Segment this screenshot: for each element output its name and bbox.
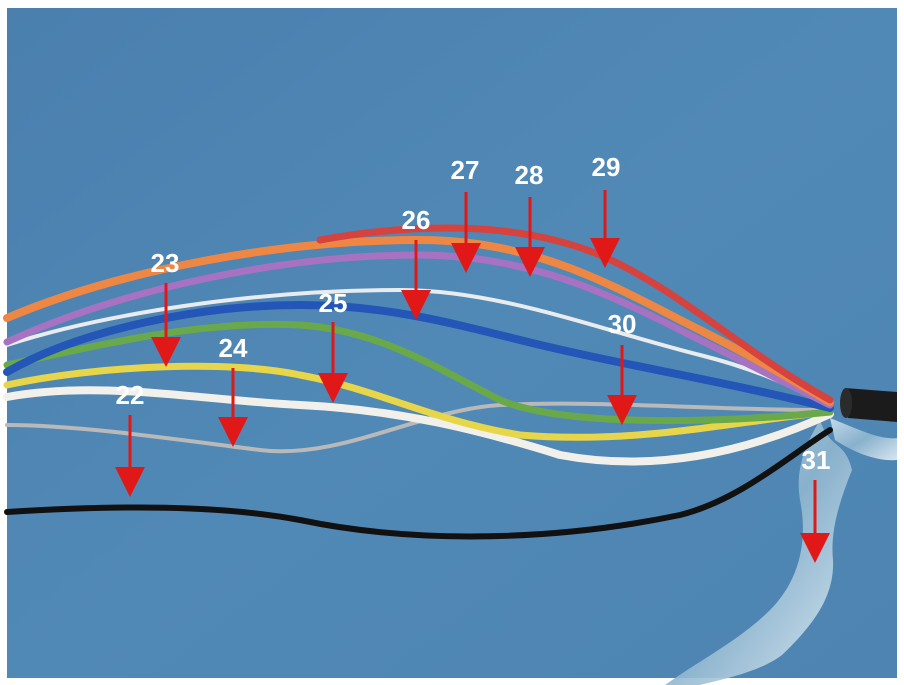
callout-27: 27 bbox=[451, 155, 481, 273]
callout-29-label: 29 bbox=[592, 152, 621, 182]
callout-28: 28 bbox=[515, 160, 545, 277]
callouts: 22 23 24 25 26 27 28 bbox=[115, 152, 831, 563]
callout-22-label: 22 bbox=[116, 380, 145, 410]
callout-30-label: 30 bbox=[608, 309, 637, 339]
callout-26-label: 26 bbox=[402, 205, 431, 235]
callout-29: 29 bbox=[590, 152, 621, 268]
callout-30: 30 bbox=[607, 309, 637, 425]
callout-22: 22 bbox=[115, 380, 145, 497]
wire-orange bbox=[3, 235, 834, 406]
wire-green bbox=[3, 320, 834, 425]
callout-31: 31 bbox=[800, 445, 831, 563]
callout-24: 24 bbox=[218, 333, 248, 447]
callout-24-label: 24 bbox=[219, 333, 248, 363]
wire-drain bbox=[5, 401, 832, 454]
callout-26: 26 bbox=[401, 205, 431, 320]
cable-jacket bbox=[840, 388, 897, 422]
callout-25-label: 25 bbox=[319, 288, 348, 318]
wire-black bbox=[4, 427, 833, 540]
callout-23-label: 23 bbox=[151, 248, 180, 278]
wire-white bbox=[3, 386, 834, 466]
blue-mat-background bbox=[7, 8, 897, 678]
callout-23: 23 bbox=[151, 248, 181, 367]
callout-31-label: 31 bbox=[802, 445, 831, 475]
callout-27-label: 27 bbox=[451, 155, 480, 185]
wire-silver bbox=[5, 287, 832, 407]
foil-shield bbox=[665, 418, 897, 685]
callout-25: 25 bbox=[318, 288, 348, 403]
wire-yellow bbox=[3, 362, 834, 441]
callout-28-label: 28 bbox=[515, 160, 544, 190]
